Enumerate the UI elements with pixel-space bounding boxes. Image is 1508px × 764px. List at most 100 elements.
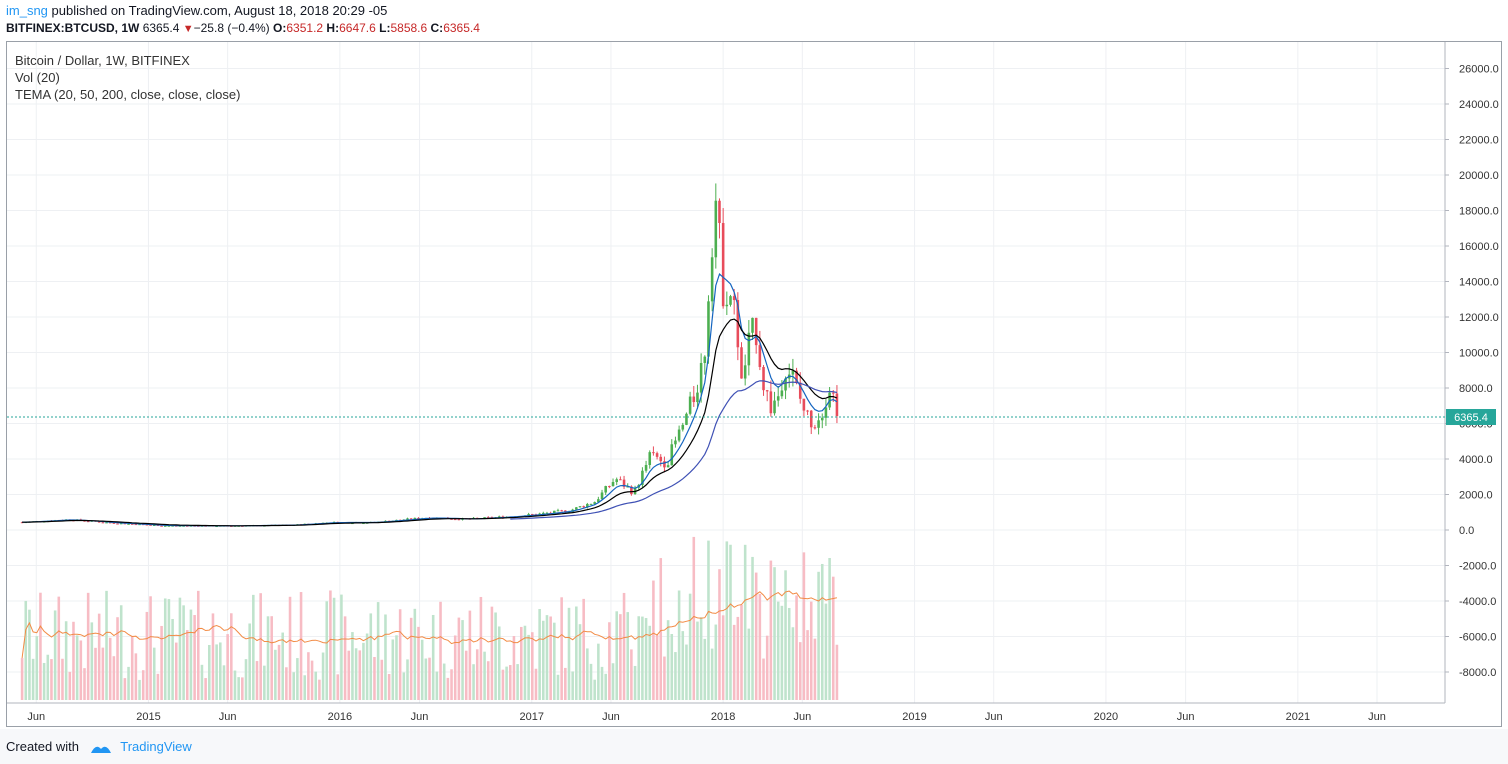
volume-bar bbox=[384, 614, 387, 700]
legend-series[interactable]: Bitcoin / Dollar, 1W, BITFINEX bbox=[15, 53, 190, 68]
y-tick-label: 0.0 bbox=[1459, 525, 1474, 537]
publisher-username[interactable]: im_sng bbox=[6, 3, 48, 18]
volume-bar bbox=[428, 657, 431, 700]
volume-bar bbox=[754, 572, 758, 700]
symbol-name: BITFINEX:BTCUSD, 1W bbox=[6, 21, 140, 35]
volume-bar bbox=[24, 600, 28, 700]
tema-200-line bbox=[510, 380, 838, 520]
volume-bar bbox=[314, 671, 318, 700]
volume-bar bbox=[105, 590, 108, 700]
volume-bar bbox=[424, 658, 428, 700]
volume-bar bbox=[134, 653, 138, 700]
candle-body bbox=[710, 257, 714, 302]
volume-bar bbox=[281, 632, 284, 700]
volume-bar bbox=[94, 647, 97, 700]
candle-body bbox=[806, 410, 809, 412]
tradingview-logo-icon[interactable] bbox=[89, 741, 113, 755]
volume-bar bbox=[193, 615, 196, 700]
volume-bar bbox=[362, 642, 365, 700]
volume-bar bbox=[336, 674, 340, 700]
volume-bar bbox=[703, 638, 707, 700]
candle-body bbox=[178, 525, 182, 527]
candle-body bbox=[417, 517, 420, 520]
volume-bar bbox=[130, 636, 134, 700]
candle-body bbox=[116, 523, 119, 525]
volume-bar bbox=[464, 650, 468, 700]
candle-body bbox=[751, 317, 754, 333]
volume-bar bbox=[556, 674, 560, 700]
candle-body bbox=[754, 317, 758, 346]
volume-bar bbox=[343, 616, 347, 700]
volume-bar bbox=[266, 616, 270, 700]
candle-body bbox=[652, 452, 655, 454]
volume-bar bbox=[417, 626, 420, 700]
volume-bar bbox=[457, 617, 461, 700]
high-label: H: bbox=[326, 21, 340, 35]
volume-bar bbox=[196, 590, 200, 700]
volume-bar bbox=[369, 613, 373, 700]
volume-bar bbox=[479, 596, 483, 700]
candle-body bbox=[586, 503, 589, 508]
volume-bar bbox=[127, 666, 130, 700]
volume-bar bbox=[468, 610, 472, 700]
volume-bar bbox=[439, 601, 442, 700]
candle-body bbox=[791, 370, 795, 375]
volume-bar bbox=[270, 616, 273, 700]
volume-bar bbox=[351, 632, 354, 700]
y-tick-label: 22000.0 bbox=[1459, 135, 1499, 147]
x-tick-label: 2015 bbox=[136, 711, 160, 723]
publish-text: published on TradingView.com, August 18,… bbox=[51, 3, 388, 18]
candle-body bbox=[747, 332, 751, 366]
volume-bar bbox=[795, 595, 798, 700]
candle-body bbox=[97, 521, 101, 523]
volume-bar bbox=[277, 644, 281, 700]
volume-bar bbox=[307, 652, 310, 700]
volume-bar bbox=[765, 635, 769, 700]
candle-body bbox=[732, 296, 736, 301]
candle-body bbox=[20, 522, 24, 524]
volume-bar bbox=[420, 639, 424, 700]
candle-body bbox=[531, 514, 534, 516]
candle-body bbox=[215, 526, 218, 528]
volume-bar bbox=[802, 552, 806, 700]
volume-bar bbox=[79, 640, 83, 700]
volume-bar bbox=[442, 663, 446, 700]
close-value: 6365.4 bbox=[443, 21, 480, 35]
x-tick-label: Jun bbox=[411, 711, 429, 723]
candle-body bbox=[721, 223, 725, 307]
volume-bar bbox=[219, 642, 222, 700]
candle-body bbox=[780, 390, 784, 397]
volume-bar bbox=[321, 652, 325, 700]
volume-bar bbox=[813, 638, 817, 700]
candle-body bbox=[582, 506, 585, 508]
volume-bar bbox=[299, 592, 303, 700]
candle-body bbox=[130, 523, 134, 525]
x-tick-label: 2017 bbox=[520, 711, 544, 723]
x-tick-label: Jun bbox=[27, 711, 45, 723]
candle-body bbox=[707, 301, 710, 357]
candle-body bbox=[608, 486, 611, 488]
footer-bar bbox=[0, 729, 1508, 764]
y-tick-label: 8000.0 bbox=[1459, 383, 1493, 395]
x-tick-label: 2021 bbox=[1286, 711, 1310, 723]
volume-bar bbox=[391, 639, 395, 700]
candle-body bbox=[765, 390, 769, 392]
legend-tema[interactable]: TEMA (20, 50, 200, close, close, close) bbox=[15, 87, 241, 102]
volume-bar bbox=[824, 603, 828, 700]
legend-volume[interactable]: Vol (20) bbox=[15, 70, 60, 85]
volume-bar bbox=[589, 663, 593, 700]
candle-body bbox=[762, 367, 765, 391]
y-tick-label: -6000.0 bbox=[1459, 632, 1496, 644]
volume-bar bbox=[64, 621, 68, 700]
candle-body bbox=[648, 452, 652, 466]
volume-bar bbox=[152, 647, 156, 700]
volume-bar bbox=[494, 612, 497, 700]
y-tick-label: 14000.0 bbox=[1459, 277, 1499, 289]
tradingview-link[interactable]: TradingView bbox=[120, 739, 192, 754]
volume-bar bbox=[740, 604, 743, 700]
volume-bar bbox=[149, 596, 152, 700]
volume-bar bbox=[776, 601, 780, 700]
volume-bar bbox=[718, 569, 721, 700]
volume-bar bbox=[222, 665, 226, 700]
